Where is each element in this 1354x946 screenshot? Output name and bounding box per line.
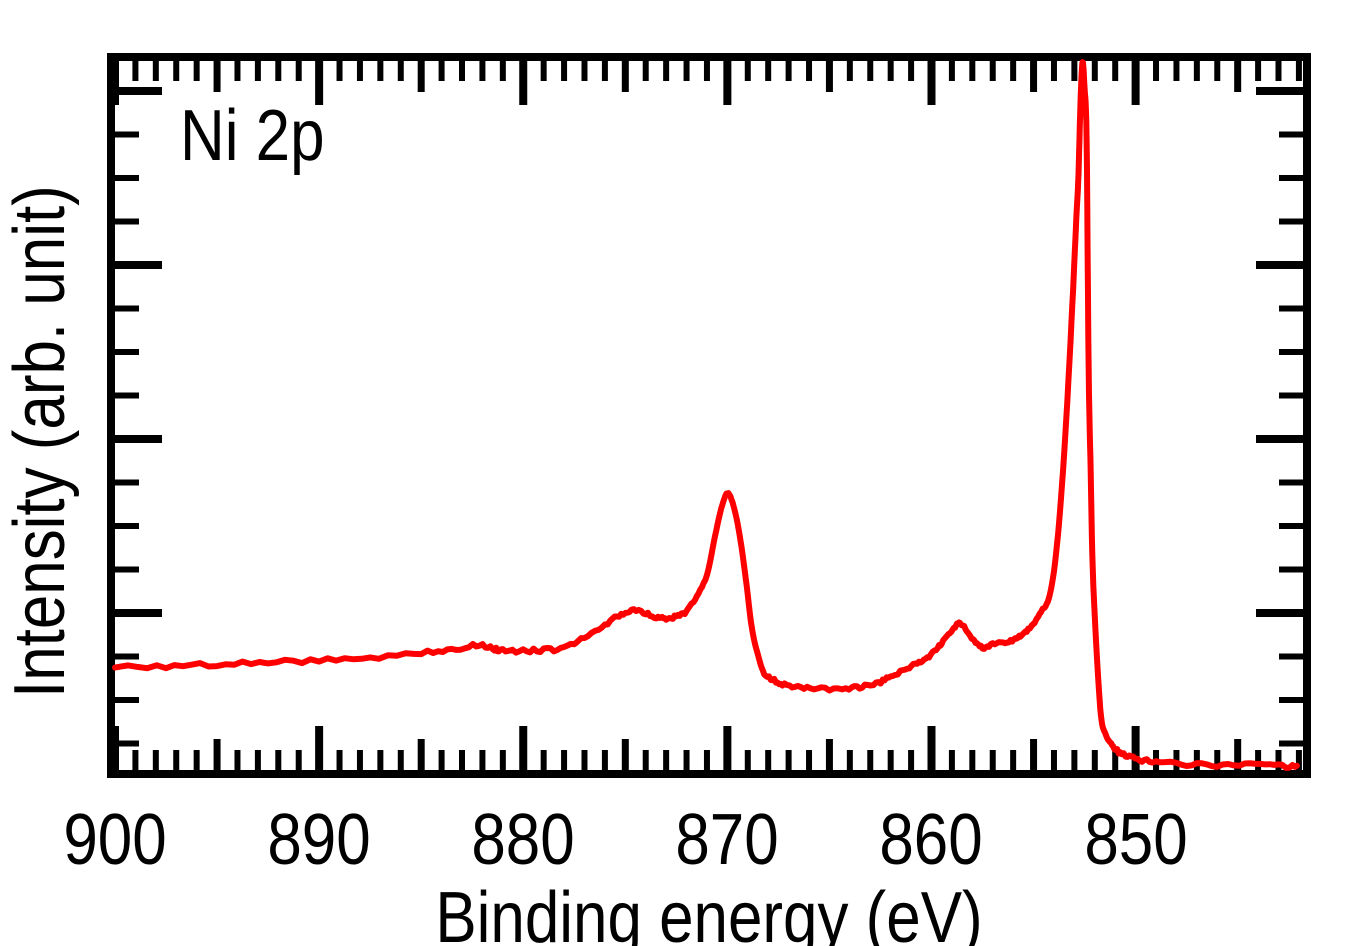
spectrum-annotation-label: Ni 2p	[180, 96, 325, 176]
x-axis-title: Binding energy (eV)	[435, 878, 983, 946]
frame-layer	[107, 53, 1311, 778]
x-tick-label: 890	[267, 800, 371, 880]
spectrum-curve	[112, 59, 1300, 771]
curve-layer	[112, 59, 1300, 771]
x-tick-label: 860	[879, 800, 984, 880]
x-tick-label: 880	[471, 800, 575, 880]
y-axis-title: Intensity (arb. unit)	[0, 185, 80, 699]
x-tick-label: 870	[675, 800, 780, 880]
x-tick-label: 900	[63, 800, 167, 880]
x-tick-label: 850	[1083, 800, 1188, 880]
plot-frame	[107, 53, 1311, 778]
